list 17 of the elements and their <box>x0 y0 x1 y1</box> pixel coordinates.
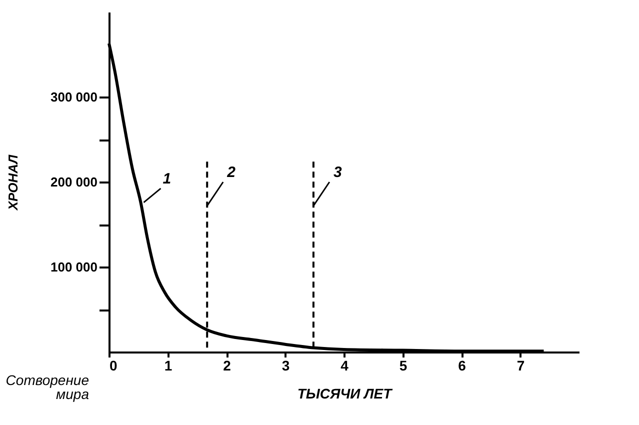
x-axis-title: ТЫСЯЧИ ЛЕТ <box>297 386 394 402</box>
x-tick-label: 4 <box>340 358 349 374</box>
x-tick-label: 5 <box>399 358 408 374</box>
y-tick-label: 200 000 <box>50 174 98 190</box>
x-tick-label: 0 <box>110 358 118 374</box>
annotation: 1 <box>162 170 172 188</box>
x-tick-label: 2 <box>223 358 232 374</box>
y-tick-label: 300 000 <box>50 90 98 104</box>
y-axis-title: ХРОНАЛ <box>6 154 21 212</box>
text: Сотворение мира <box>6 372 90 402</box>
y-tick-label: 100 000 <box>50 260 98 274</box>
x-tick-label: 1 <box>164 358 172 374</box>
ref-line-label: 2 <box>226 164 236 181</box>
ref-line-label: 3 <box>333 164 342 181</box>
x-tick-label: 7 <box>516 358 525 374</box>
x-tick-label: 3 <box>282 358 290 374</box>
x-tick-label: 6 <box>458 358 466 374</box>
